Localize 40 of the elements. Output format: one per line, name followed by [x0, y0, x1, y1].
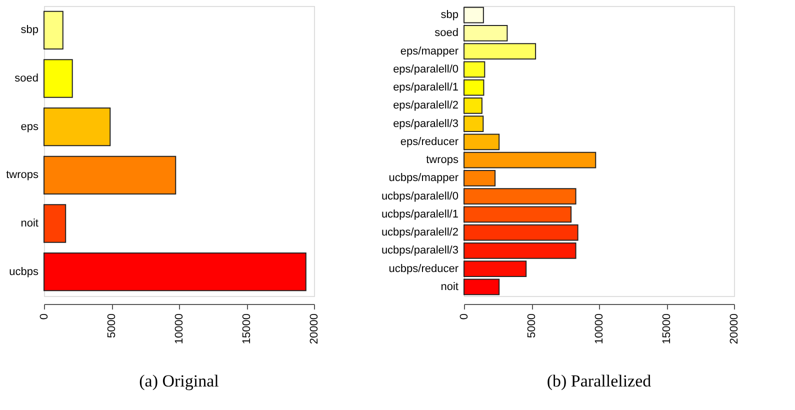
- x-tick-label: 5000: [106, 314, 118, 338]
- y-tick-label: ucbps/mapper: [388, 172, 459, 184]
- bar: [44, 10, 64, 50]
- y-tick-label: eps/paralell/2: [393, 100, 458, 112]
- y-tick-label: eps/paralell/3: [393, 118, 458, 130]
- y-tick-label: ucbps/paralell/2: [381, 226, 458, 239]
- y-tick-label: soed: [14, 72, 38, 84]
- bar: [44, 107, 111, 146]
- x-tick-label: 10000: [594, 314, 606, 344]
- bar: [44, 59, 73, 98]
- y-tick-label: eps/paralell/1: [393, 82, 458, 94]
- y-tick-label: eps/mapper: [400, 45, 459, 58]
- x-tick-label: 20000: [728, 314, 740, 344]
- x-tick-label: 15000: [661, 314, 673, 344]
- y-tick-label: noit: [440, 280, 458, 293]
- y-tick-label: twrops: [6, 169, 39, 182]
- y-tick-label: eps: [20, 120, 39, 133]
- y-tick-label: soed: [434, 27, 458, 40]
- y-tick-label: ucbps: [9, 266, 39, 278]
- x-tick-label: 10000: [174, 314, 186, 344]
- y-tick-label: noit: [20, 218, 38, 230]
- y-tick-label: ucbps/reducer: [388, 262, 459, 275]
- y-tick-label: ucbps/paralell/3: [381, 244, 458, 257]
- x-tick-label: 0: [38, 314, 50, 320]
- y-tick-label: twrops: [426, 154, 459, 166]
- x-tick-label: 15000: [241, 314, 253, 344]
- text: (b) Parallelized: [546, 372, 652, 391]
- x-tick-label: 5000: [526, 314, 538, 338]
- y-tick-label: eps/paralell/0: [393, 63, 458, 76]
- text: (a) Original: [139, 372, 220, 391]
- y-tick-label: sbp: [20, 24, 38, 36]
- y-tick-label: sbp: [440, 9, 458, 22]
- bar: [44, 156, 176, 195]
- bar: [44, 252, 306, 292]
- y-tick-label: ucbps/paralell/0: [381, 190, 458, 202]
- x-tick-label: 0: [458, 314, 470, 320]
- y-tick-label: ucbps/paralell/1: [381, 208, 458, 220]
- bar: [44, 204, 66, 243]
- y-tick-label: eps/reducer: [400, 136, 459, 148]
- x-tick-label: 20000: [308, 314, 320, 344]
